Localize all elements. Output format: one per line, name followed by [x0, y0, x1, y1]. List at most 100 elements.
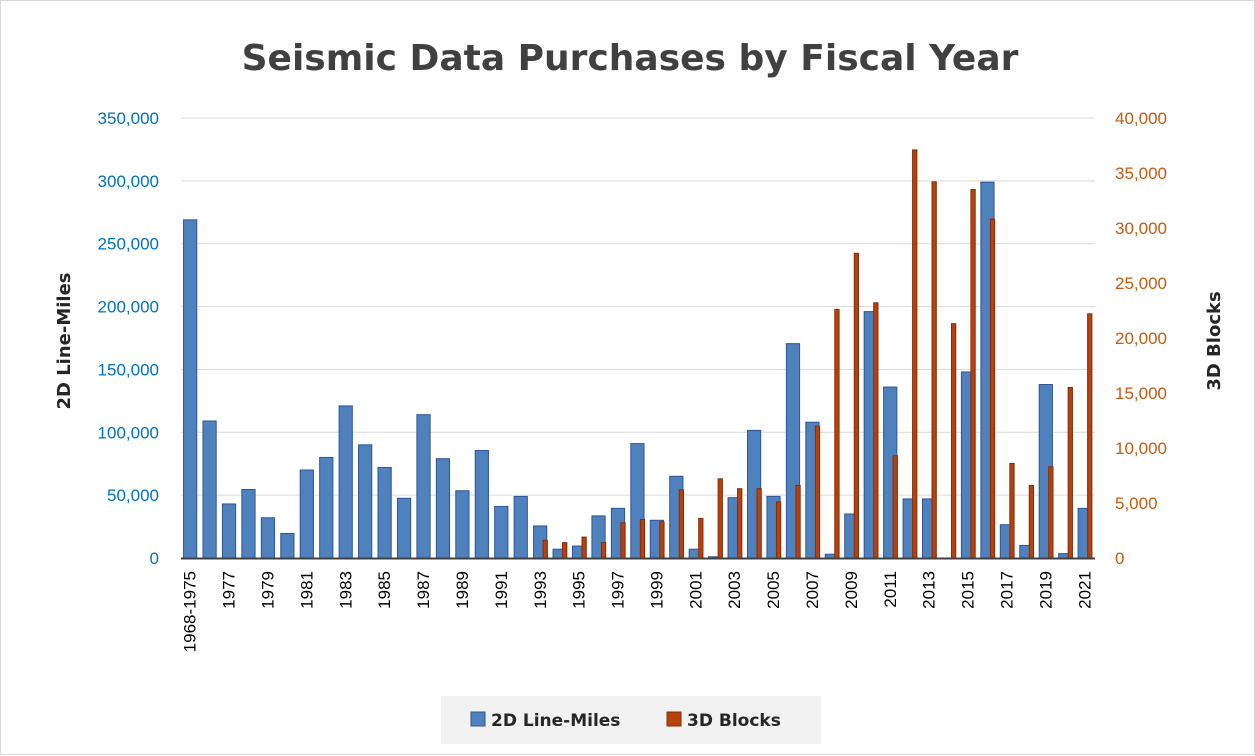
right-tick-label: 10,000: [1115, 439, 1167, 458]
x-tick-label: 1981: [297, 571, 316, 609]
bar-2d-line-miles: [319, 456, 334, 559]
bar-3d-blocks: [756, 488, 762, 559]
bar-3d-blocks: [1087, 313, 1093, 559]
bar-3d-blocks: [600, 542, 607, 559]
bar-2d-line-miles: [241, 488, 256, 559]
right-tick-label: 20,000: [1115, 329, 1167, 348]
right-tick-label: 40,000: [1115, 109, 1167, 128]
bar-2d-line-miles: [338, 405, 353, 559]
x-tick-label: 2017: [997, 571, 1016, 609]
x-tick-label: 2001: [686, 571, 705, 609]
bar-3d-blocks: [1048, 466, 1054, 559]
bar-2d-line-miles: [416, 414, 431, 559]
x-tick-label: 2013: [920, 571, 939, 609]
x-tick-label: 1993: [531, 571, 550, 609]
right-axis-ticks: 0 5,000 10,000 15,000 20,000 25,000 30,000 35,0…: [1115, 109, 1167, 568]
bar-3d-blocks: [717, 478, 723, 559]
bar-3d-blocks: [581, 536, 587, 559]
left-tick-label: 100,000: [98, 423, 159, 442]
bar-3d-blocks: [659, 521, 665, 559]
bar-2d-line-miles: [455, 490, 470, 559]
x-tick-label: 2015: [959, 571, 978, 609]
bar-3d-blocks: [1009, 462, 1015, 559]
legend-label-2d-line-miles: 2D Line-Miles: [491, 711, 620, 731]
left-tick-label: 150,000: [98, 360, 159, 379]
bar-2d-line-miles: [183, 219, 198, 559]
bar-3d-blocks: [1028, 484, 1035, 559]
x-tick-label: 2005: [764, 571, 783, 609]
bar-3d-blocks: [678, 489, 685, 559]
x-tick-label: 1997: [609, 571, 628, 609]
bar-3d-blocks: [931, 181, 937, 559]
bar-2d-line-miles: [396, 497, 412, 559]
x-tick-label: 1991: [492, 571, 511, 609]
legend-label-3d-blocks: 3D Blocks: [687, 711, 781, 731]
x-axis-ticks: 1968-1975 1977 1979 1981 1983 1985 1987 1989 199…: [181, 571, 1095, 652]
x-tick-label: 2019: [1036, 571, 1055, 609]
x-tick-label: 2007: [803, 571, 822, 609]
bar-3d-blocks: [970, 189, 976, 559]
left-axis-label: 2D Line-Miles: [54, 272, 75, 409]
legend-swatch-2d-line-miles: [470, 711, 486, 727]
bar-3d-blocks: [795, 484, 801, 559]
bar-2d-line-miles: [260, 517, 276, 559]
bar-3d-blocks: [1067, 387, 1073, 559]
x-tick-label: 1968-1975: [181, 571, 200, 652]
bar-3d-blocks: [639, 519, 646, 559]
bar-3d-blocks: [775, 501, 782, 559]
bar-2d-line-miles: [280, 532, 295, 559]
right-tick-label: 25,000: [1115, 274, 1167, 293]
left-tick-label: 350,000: [98, 109, 159, 128]
x-tick-label: 1983: [336, 571, 355, 609]
right-tick-label: 5,000: [1115, 494, 1158, 513]
bar-2d-line-miles: [358, 444, 373, 559]
bar-2d-line-miles: [299, 469, 314, 559]
bar-2d-line-miles: [513, 495, 528, 559]
x-tick-label: 1989: [453, 571, 472, 609]
x-tick-label: 2003: [725, 571, 744, 609]
bar-3d-blocks: [912, 149, 918, 559]
right-axis-label: 3D Blocks: [1204, 291, 1225, 390]
x-tick-label: 1985: [375, 571, 394, 609]
x-tick-label: 1977: [220, 571, 239, 609]
bar-3d-blocks: [873, 302, 879, 559]
x-tick-label: 2021: [1075, 571, 1094, 609]
bar-3d-blocks: [834, 308, 840, 559]
bars: [183, 149, 1093, 559]
legend: 2D Line-Miles 3D Blocks: [441, 696, 821, 744]
x-tick-label: 1995: [570, 571, 589, 609]
right-tick-label: 35,000: [1115, 164, 1167, 183]
legend-background: [441, 696, 821, 744]
x-tick-label: 2011: [881, 571, 900, 608]
bar-3d-blocks: [989, 218, 996, 559]
left-tick-label: 250,000: [98, 235, 159, 254]
left-tick-label: 300,000: [98, 172, 159, 191]
bar-2d-line-miles: [494, 505, 509, 559]
left-tick-label: 200,000: [98, 298, 159, 317]
bar-2d-line-miles: [221, 503, 237, 559]
bar-2d-line-miles: [435, 458, 451, 559]
bar-3d-blocks: [620, 522, 626, 559]
bar-2d-line-miles: [474, 450, 489, 559]
bar-3d-blocks: [892, 455, 898, 559]
bar-3d-blocks: [542, 539, 548, 559]
left-axis-ticks: 0 50,000 100,000 150,000 200,000 250,000 300,0…: [98, 109, 159, 568]
right-tick-label: 15,000: [1115, 384, 1167, 403]
x-tick-label: 1987: [414, 571, 433, 609]
right-tick-label: 30,000: [1115, 219, 1167, 238]
left-tick-label: 0: [150, 549, 159, 568]
bar-2d-line-miles: [202, 420, 217, 559]
bar-3d-blocks: [853, 252, 860, 559]
bar-2d-line-miles: [377, 466, 392, 559]
x-tick-label: 1999: [647, 571, 666, 609]
chart-title: Seismic Data Purchases by Fiscal Year: [242, 38, 1019, 79]
right-tick-label: 0: [1115, 549, 1124, 568]
bar-3d-blocks: [562, 542, 568, 559]
left-tick-label: 50,000: [107, 486, 159, 505]
legend-swatch-3d-blocks: [666, 711, 682, 727]
gridlines: [181, 117, 1095, 496]
bar-3d-blocks: [950, 323, 957, 559]
x-tick-label: 2009: [842, 571, 861, 609]
